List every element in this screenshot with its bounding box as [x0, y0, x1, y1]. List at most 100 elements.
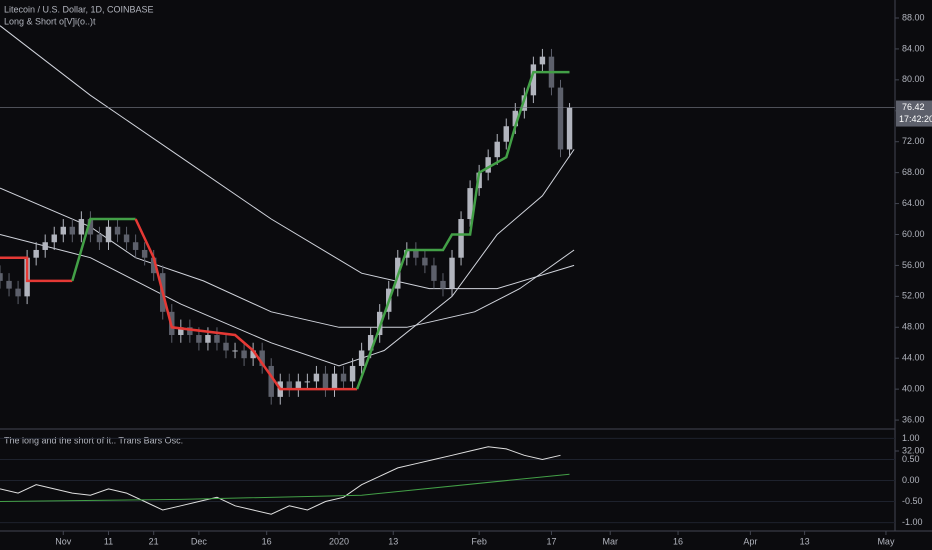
- y-tick-label: 32.00: [902, 445, 925, 455]
- candle-body: [250, 350, 256, 359]
- stop-line: [0, 256, 73, 283]
- x-tick-label: 13: [388, 536, 398, 546]
- candle-body: [123, 234, 130, 243]
- stop-line: [71, 217, 136, 282]
- x-tick-label: May: [877, 536, 895, 546]
- candle-body: [331, 373, 338, 390]
- y-tick-label: 64.00: [902, 198, 925, 208]
- x-tick-label: Dec: [191, 536, 208, 546]
- candle-body: [458, 219, 464, 258]
- candle-body: [69, 226, 76, 235]
- candle-body: [268, 365, 274, 397]
- y-tick-label: 40.00: [902, 384, 925, 394]
- candle-body: [440, 280, 446, 289]
- candle-body: [566, 107, 573, 150]
- y-tick-label: 56.00: [902, 260, 925, 270]
- candle-body: [87, 219, 94, 235]
- candle-body: [530, 64, 537, 96]
- candle-body: [449, 257, 455, 289]
- y-tick-label: 48.00: [902, 322, 925, 332]
- y-tick-label: 80.00: [902, 74, 925, 84]
- candle-body: [539, 56, 546, 65]
- y-tick-label: 44.00: [902, 353, 925, 363]
- candle-body: [96, 234, 103, 243]
- y-tick-label: 72.00: [902, 136, 925, 146]
- candle-body: [286, 381, 293, 390]
- candle-body: [178, 327, 184, 336]
- candle-body: [304, 381, 311, 383]
- x-tick-label: 16: [262, 536, 272, 546]
- candle-body: [241, 350, 247, 359]
- candle-body: [78, 219, 85, 235]
- candle-body: [313, 373, 320, 382]
- moving-average: [0, 187, 575, 328]
- candle-body: [259, 350, 265, 366]
- price-panel: [0, 25, 895, 405]
- candle-body: [132, 242, 139, 250]
- x-tick-label: 16: [673, 536, 683, 546]
- oscillator-line: [0, 473, 570, 502]
- candle-body: [214, 335, 220, 343]
- x-tick-label: Feb: [471, 536, 487, 546]
- axes: Nov 11 21 Dec 16 2020 13 Feb 17 Mar 16 Apr 13 May 88.0…: [55, 12, 932, 546]
- last-price-box: [896, 100, 932, 127]
- candle-body: [557, 87, 564, 150]
- candle-body: [340, 373, 347, 382]
- candle-body: [431, 265, 437, 281]
- candle-body: [51, 234, 57, 243]
- countdown-label: 17:42:20: [899, 114, 932, 124]
- x-tick-label: Nov: [55, 536, 72, 546]
- y-tick-label: 1.00: [902, 433, 920, 443]
- candle-body: [60, 226, 66, 235]
- y-tick-label: -0.50: [902, 496, 923, 506]
- candle-body: [376, 311, 383, 336]
- candle-body: [503, 126, 509, 142]
- x-tick-label: 21: [149, 536, 159, 546]
- candle-body: [349, 365, 356, 382]
- candle-body: [494, 141, 500, 158]
- candle-body: [422, 257, 428, 266]
- y-tick-label: 84.00: [902, 43, 925, 53]
- indicator-title: Long & Short o[V]i(o..)t: [4, 16, 96, 26]
- moving-average: [0, 25, 575, 290]
- candle-body: [33, 249, 39, 258]
- y-tick-label: -1.00: [902, 517, 923, 527]
- stop-line: [355, 70, 570, 390]
- oscillator-panel: [0, 437, 895, 524]
- oscillator-title: The long and the short of it.. Trans Bar…: [4, 435, 183, 445]
- chart-title: Litecoin / U.S. Dollar, 1D, COINBASE: [4, 4, 154, 14]
- oscillator-line: [0, 446, 561, 515]
- x-tick-label: 17: [546, 536, 556, 546]
- x-tick-label: 11: [104, 536, 113, 546]
- last-price-label: 76.42: [902, 102, 925, 112]
- candle-body: [232, 350, 238, 352]
- y-tick-label: 36.00: [902, 414, 925, 424]
- y-tick-label: 0.00: [902, 475, 920, 485]
- candle-body: [150, 257, 157, 274]
- candle-body: [512, 110, 519, 127]
- x-tick-label: 2020: [329, 536, 349, 546]
- candle-body: [196, 335, 202, 343]
- x-tick-label: Apr: [743, 536, 757, 546]
- candle-body: [42, 242, 48, 250]
- candle-body: [322, 373, 329, 390]
- candle-body: [15, 288, 21, 297]
- y-tick-label: 88.00: [902, 12, 925, 22]
- candle-body: [223, 342, 229, 351]
- y-tick-label: 52.00: [902, 291, 925, 301]
- x-tick-label: 13: [800, 536, 810, 546]
- candle-body: [114, 226, 121, 235]
- x-tick-label: Mar: [602, 536, 618, 546]
- candle-body: [141, 249, 148, 258]
- y-tick-label: 60.00: [902, 229, 925, 239]
- candle-body: [358, 350, 365, 366]
- candle-body: [467, 188, 473, 220]
- candle-body: [105, 226, 112, 243]
- y-tick-label: 0.50: [902, 454, 920, 464]
- candle-body: [187, 327, 193, 336]
- y-tick-label: 68.00: [902, 167, 925, 177]
- candle-body: [404, 249, 410, 258]
